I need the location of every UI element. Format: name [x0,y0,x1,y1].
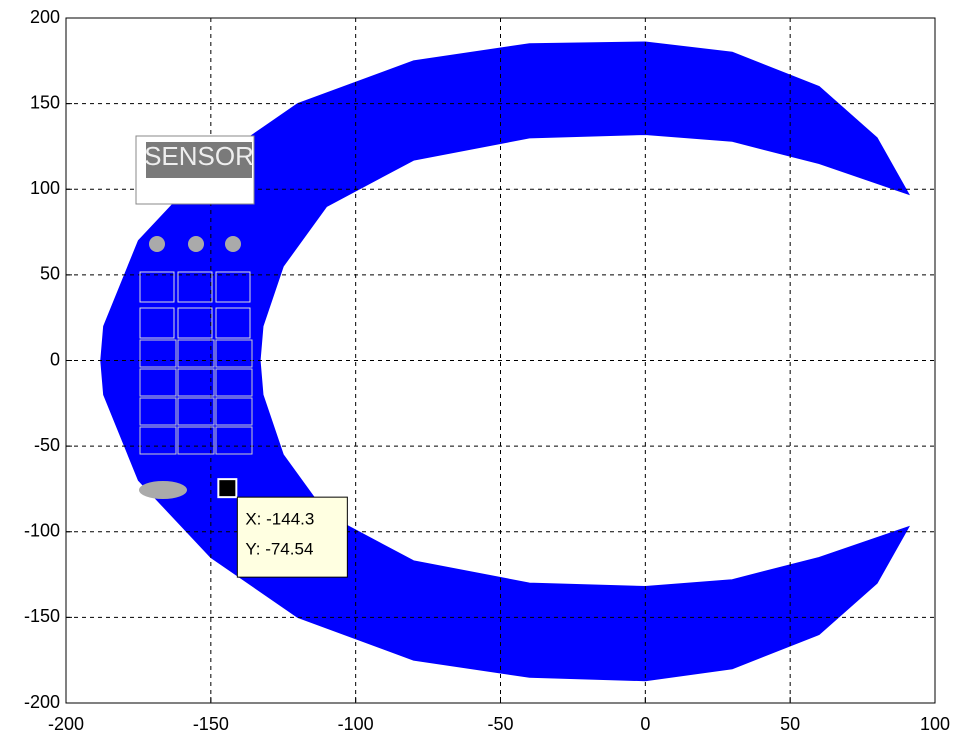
y-tick-label: 100 [30,178,60,198]
sensor-knob [188,236,204,252]
chart: -200 -150 -100 -50 0 50 100 -200 -150 -100 -50 0 50 1… [0,0,959,738]
y-tick-label: -200 [24,692,60,712]
y-tick-label: 150 [30,92,60,112]
sensor-oval [139,481,187,499]
sensor-knob [149,236,165,252]
datatip-y: Y: -74.54 [245,540,313,559]
page: -200 -150 -100 -50 0 50 100 -200 -150 -100 -50 0 50 1… [0,0,959,743]
x-tick-label: 0 [640,714,650,734]
x-tick-label: -150 [193,714,229,734]
y-tick-label: 50 [40,264,60,284]
y-tick-label: -50 [34,435,60,455]
y-tick-label: 200 [30,7,60,27]
sensor-knob [225,236,241,252]
y-tick-label: 0 [50,349,60,369]
datatip-x: X: -144.3 [245,510,314,529]
y-tick-label: -100 [24,521,60,541]
x-tick-label: 100 [920,714,950,734]
sensor-label: SENSOR [144,141,254,171]
y-tick-label: -150 [24,606,60,626]
datatip-marker [218,479,236,497]
x-tick-label: -100 [338,714,374,734]
x-tick-label: -200 [48,714,84,734]
x-tick-label: -50 [487,714,513,734]
x-tick-label: 50 [780,714,800,734]
